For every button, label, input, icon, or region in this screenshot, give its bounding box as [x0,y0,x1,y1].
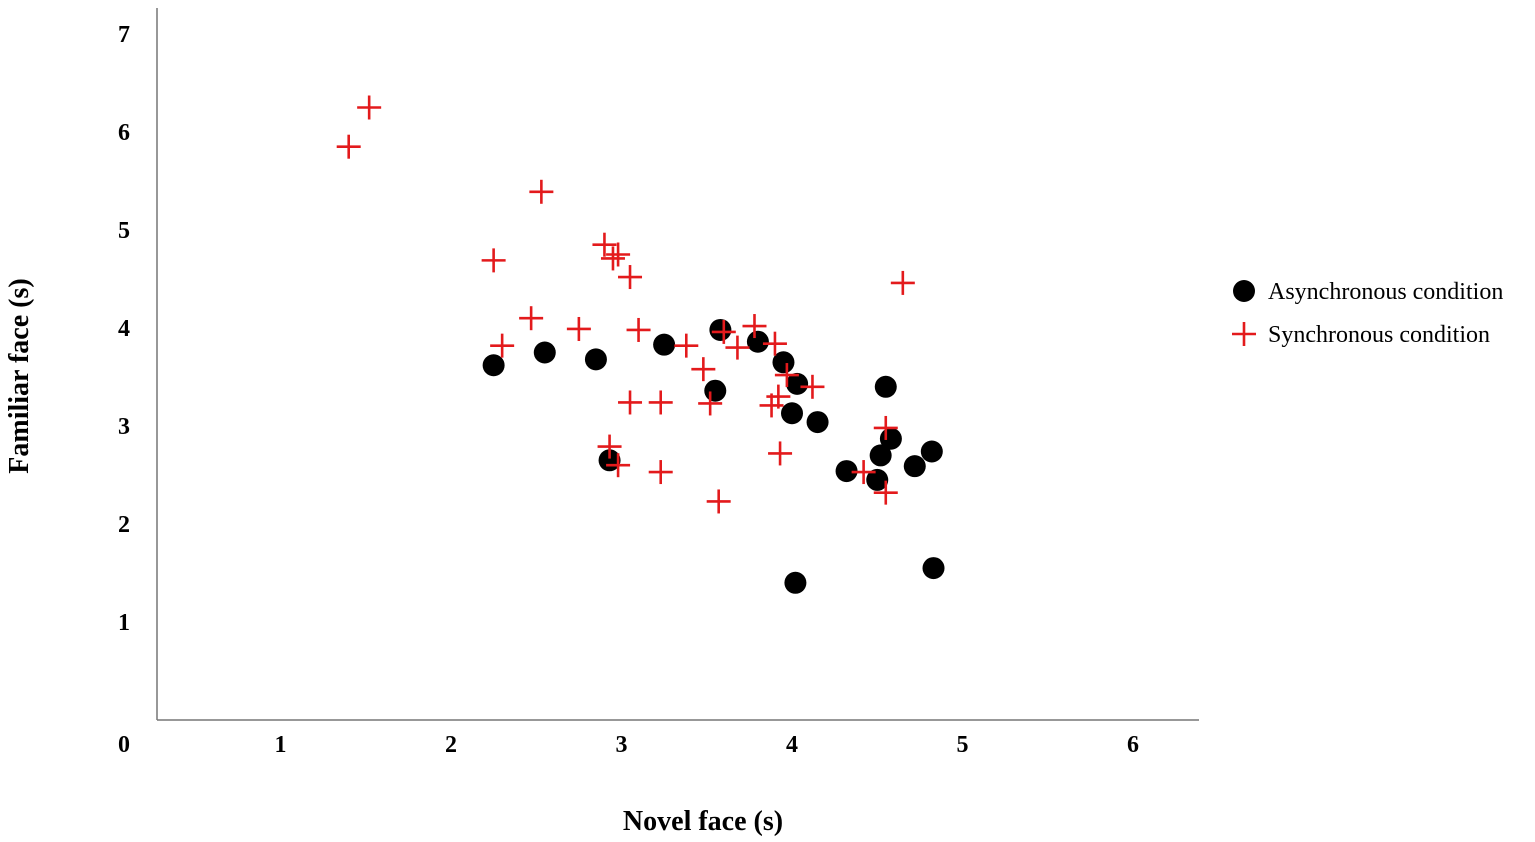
synchronous-point [600,246,625,271]
data-points [336,95,945,594]
x-tick-labels: 0 1 2 3 4 5 6 [118,732,1139,758]
synchronous-point [481,248,506,273]
synchronous-point [698,391,723,416]
asynchronous-series [482,318,945,594]
asynchronous-point [746,330,769,353]
synchronous-point [566,316,591,341]
asynchronous-point [584,348,607,371]
synchronous-point [490,333,515,358]
synchronous-point [597,434,622,459]
synchronous-point [711,319,736,344]
synchronous-point [742,314,767,339]
synchronous-point [873,415,898,440]
synchronous-point [768,441,793,466]
synchronous-point [606,242,631,267]
y-tick-label: 4 [118,316,130,342]
synchronous-point [725,335,750,360]
asynchronous-point [903,455,926,478]
asynchronous-point [786,372,809,395]
asynchronous-point [835,460,858,483]
synchronous-point [762,331,787,356]
synchronous-point [890,270,915,295]
y-tick-label: 6 [118,120,130,146]
synchronous-point [336,134,361,159]
synchronous-point [800,374,825,399]
synchronous-point [766,384,791,409]
synchronous-point [618,265,643,290]
asynchronous-point [772,351,795,374]
asynchronous-point [482,354,505,377]
synchronous-point [691,357,716,382]
asynchronous-point [653,333,676,356]
legend-plus-marker [1232,322,1256,346]
asynchronous-point [806,411,829,434]
legend: Asynchronous condition Synchronous condit… [1232,279,1503,348]
synchronous-point [618,390,643,415]
synchronous-point [357,95,382,120]
x-tick-label: 3 [616,732,628,758]
asynchronous-point [704,379,727,402]
asynchronous-point [922,557,945,580]
x-tick-label: 4 [786,732,798,758]
synchronous-point [519,306,544,331]
y-tick-label: 2 [118,512,130,538]
plot-area [156,8,1199,721]
synchronous-point [851,460,876,485]
y-tick-labels: 1 2 3 4 5 6 7 [118,22,130,636]
asynchronous-point [869,444,892,467]
synchronous-point [774,363,799,388]
synchronous-point [674,333,699,358]
asynchronous-point [920,440,943,463]
synchronous-point [648,390,673,415]
asynchronous-point [784,571,807,594]
x-tick-label: 5 [957,732,969,758]
x-tick-label: 1 [275,732,287,758]
y-tick-label: 7 [118,22,130,48]
x-axis-title: Novel face (s) [623,806,783,837]
synchronous-point [592,232,617,257]
y-tick-label: 1 [118,610,130,636]
asynchronous-point [866,468,889,491]
synchronous-point [529,179,554,204]
synchronous-point [648,460,673,485]
asynchronous-point [879,427,902,450]
legend-circle-marker [1233,280,1255,302]
synchronous-point [706,489,731,514]
x-tick-label: 0 [118,732,130,758]
legend-label: Asynchronous condition [1268,279,1503,305]
y-tick-label: 5 [118,218,130,244]
asynchronous-point [709,318,732,341]
asynchronous-point [781,402,803,425]
synchronous-point [606,453,631,478]
synchronous-series [336,95,915,514]
asynchronous-point [874,375,897,398]
synchronous-point [873,480,898,505]
x-tick-label: 6 [1127,732,1139,758]
legend-label: Synchronous condition [1268,322,1490,348]
x-tick-label: 2 [445,732,457,758]
synchronous-point [626,317,651,342]
y-axis-title: Familiar face (s) [4,278,35,473]
asynchronous-point [533,341,556,364]
y-tick-label: 3 [118,414,130,440]
